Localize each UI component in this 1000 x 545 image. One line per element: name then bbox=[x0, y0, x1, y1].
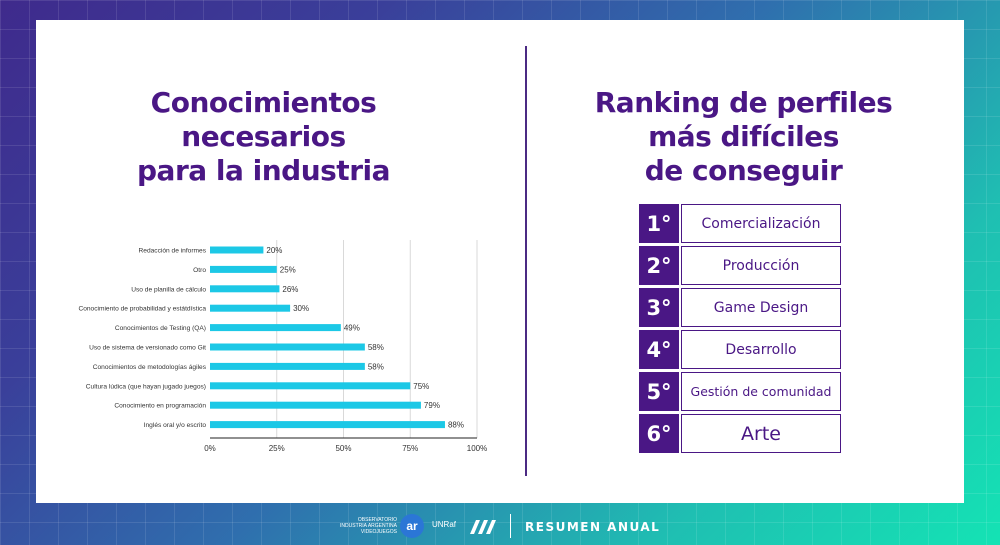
ranking-row: 1° Comercialización bbox=[639, 204, 841, 243]
observatorio-logo-text: OBSERVATORIO INDUSTRIA ARGENTINA VIDEOJU… bbox=[337, 517, 397, 539]
logo-line: INDUSTRIA ARGENTINA bbox=[340, 523, 397, 529]
rank-label: Arte bbox=[681, 414, 841, 453]
content-card: Conocimientos necesarios para la industr… bbox=[36, 20, 964, 503]
x-tick-label: 75% bbox=[402, 444, 418, 453]
rank-position: 2° bbox=[639, 246, 679, 285]
x-tick-label: 0% bbox=[204, 444, 216, 453]
ar-logo-icon: ar bbox=[400, 514, 424, 538]
knowledge-bar-chart: 0% 25% 50% 75% 100% Redacción de informes 20% O… bbox=[78, 240, 487, 453]
bar bbox=[210, 362, 365, 370]
value-label: 25% bbox=[280, 265, 296, 274]
value-label: 75% bbox=[413, 382, 429, 391]
category-label: Conocimientos de metodologías ágiles bbox=[93, 364, 207, 371]
ranking-row: 4° Desarrollo bbox=[639, 330, 841, 369]
footer-summary-title: RESUMEN ANUAL bbox=[525, 520, 661, 534]
category-label: Otro bbox=[193, 267, 206, 274]
category-label: Inglés oral y/o escrito bbox=[144, 422, 207, 429]
bar bbox=[210, 285, 280, 293]
rank-position: 4° bbox=[639, 330, 679, 369]
footer: OBSERVATORIO INDUSTRIA ARGENTINA VIDEOJU… bbox=[0, 512, 1000, 542]
rank-position: 3° bbox=[639, 288, 679, 327]
rank-label: Desarrollo bbox=[681, 330, 841, 369]
vertical-divider bbox=[525, 46, 527, 476]
value-label: 30% bbox=[293, 304, 309, 313]
rank-label: Comercialización bbox=[681, 204, 841, 243]
value-label: 49% bbox=[344, 324, 360, 333]
bar bbox=[210, 265, 277, 273]
value-label: 79% bbox=[424, 401, 440, 410]
rank-position: 5° bbox=[639, 372, 679, 411]
knowledge-heading: Conocimientos necesarios para la industr… bbox=[137, 86, 391, 187]
bar bbox=[210, 382, 411, 390]
value-label: 20% bbox=[266, 246, 282, 255]
value-label: 26% bbox=[282, 285, 298, 294]
rank-label: Producción bbox=[681, 246, 841, 285]
rank-label: Gestión de comunidad bbox=[681, 372, 841, 411]
value-label: 58% bbox=[368, 362, 384, 371]
x-tick-label: 100% bbox=[467, 444, 487, 453]
x-tick-label: 25% bbox=[269, 444, 285, 453]
bar bbox=[210, 246, 264, 254]
category-label: Uso de planilla de cálculo bbox=[131, 286, 206, 293]
bar bbox=[210, 324, 341, 332]
bar bbox=[210, 401, 421, 409]
category-label: Conocimiento de probabilidad y estátdíst… bbox=[78, 306, 206, 313]
category-label: Conocimiento en programación bbox=[114, 403, 206, 410]
category-label: Uso de sistema de versionado como Git bbox=[89, 345, 206, 352]
bar bbox=[210, 343, 365, 351]
ranking-row: 2° Producción bbox=[639, 246, 841, 285]
ranking-row: 6° Arte bbox=[639, 414, 841, 453]
ranking-heading: Ranking de perfiles más difíciles de con… bbox=[594, 86, 893, 187]
value-label: 58% bbox=[368, 343, 384, 352]
ranking-row: 3° Game Design bbox=[639, 288, 841, 327]
institution-logo-icon bbox=[470, 520, 496, 534]
footer-divider bbox=[510, 514, 511, 538]
rank-label: Game Design bbox=[681, 288, 841, 327]
unraf-logo: UNRaf bbox=[432, 520, 457, 529]
logo-line: OBSERVATORIO bbox=[357, 517, 397, 523]
logo-line: VIDEOJUEGOS bbox=[360, 529, 397, 535]
bar bbox=[210, 421, 445, 429]
x-tick-label: 50% bbox=[335, 444, 351, 453]
bar bbox=[210, 304, 291, 312]
rank-position: 1° bbox=[639, 204, 679, 243]
category-label: Conocimientos de Testing (QA) bbox=[115, 325, 206, 332]
rank-position: 6° bbox=[639, 414, 679, 453]
ranking-row: 5° Gestión de comunidad bbox=[639, 372, 841, 411]
value-label: 88% bbox=[448, 421, 464, 430]
ranking-list: 1° Comercialización 2° Producción 3° Gam… bbox=[639, 204, 841, 456]
category-label: Cultura lúdica (que hayan jugado juegos) bbox=[86, 383, 206, 390]
category-label: Redacción de informes bbox=[139, 248, 207, 255]
